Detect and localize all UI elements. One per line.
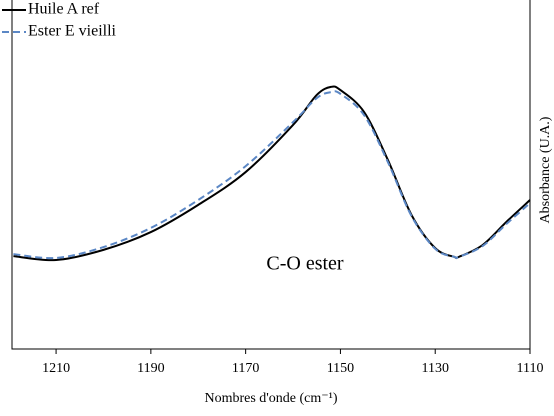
legend-label: Huile A ref <box>28 1 100 18</box>
x-axis-label: Nombres d'onde (cm⁻¹) <box>204 391 337 406</box>
series-line <box>13 90 531 260</box>
series-line <box>13 85 531 262</box>
x-tick-label: 1210 <box>42 361 70 376</box>
x-tick-label: 1150 <box>327 361 354 376</box>
plot-frame <box>11 0 531 350</box>
x-tick-label: 1190 <box>137 361 164 376</box>
annotation: C-O ester <box>266 253 344 275</box>
x-tick-label: 1130 <box>421 361 448 376</box>
x-tick-label: 1170 <box>232 361 259 376</box>
x-tick-label: 1110 <box>517 361 544 376</box>
legend-label: Ester E vieilli <box>28 23 117 40</box>
y-axis-label: Absorbance (U.A.) <box>538 116 553 223</box>
